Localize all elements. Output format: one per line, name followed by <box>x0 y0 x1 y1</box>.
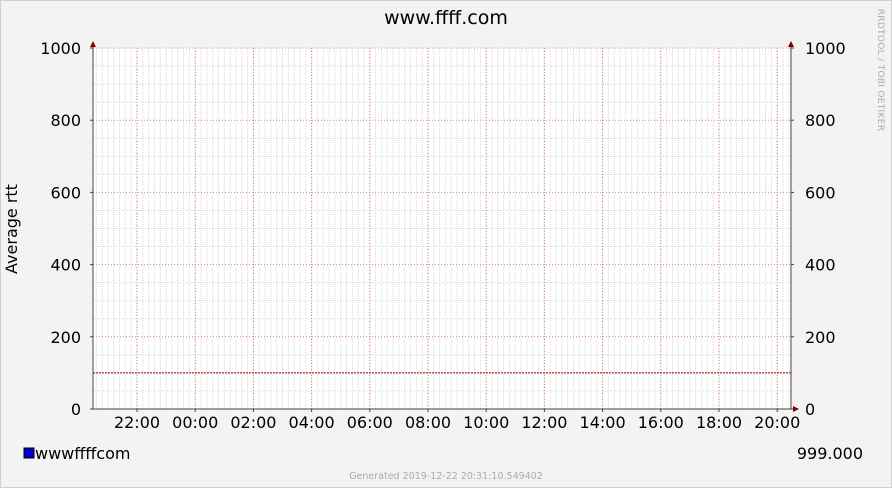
y-tick-label-right: 0 <box>805 400 815 419</box>
y-tick-label-right: 1000 <box>805 39 846 58</box>
y-tick-label-right: 200 <box>805 328 836 347</box>
x-tick-label: 22:00 <box>114 413 160 432</box>
x-tick-label: 04:00 <box>289 413 335 432</box>
y-axis-arrow-left <box>90 41 96 47</box>
legend-current-value: 999.000 <box>797 444 863 463</box>
y-tick-label: 400 <box>50 256 81 275</box>
y-tick-label: 200 <box>50 328 81 347</box>
legend-swatch <box>23 447 35 459</box>
generated-timestamp: Generated 2019-12-22 20:31:10.549402 <box>349 471 543 482</box>
y-axis-arrow-right <box>788 41 794 47</box>
legend-label: wwwffffcom <box>35 444 130 463</box>
y-tick-label-right: 400 <box>805 256 836 275</box>
y-axis-left-ticks: 0 200 400 600 800 1000 <box>40 39 93 419</box>
y-axis-right-ticks: 0 200 400 600 800 1000 <box>791 39 846 419</box>
x-tick-label: 10:00 <box>463 413 509 432</box>
rrdtool-watermark: RRDTOOL / TOBI OETIKER <box>875 9 885 132</box>
x-axis-arrow <box>793 406 799 412</box>
x-tick-label: 20:00 <box>754 413 800 432</box>
chart-title: www.ffff.com <box>384 7 508 29</box>
y-tick-label-right: 800 <box>805 111 836 130</box>
x-tick-label: 00:00 <box>172 413 218 432</box>
y-tick-label-right: 600 <box>805 183 836 202</box>
y-tick-label: 800 <box>50 111 81 130</box>
y-tick-label: 0 <box>71 400 81 419</box>
y-tick-label: 1000 <box>40 39 81 58</box>
legend: wwwffffcom 999.000 <box>23 444 863 463</box>
x-tick-label: 14:00 <box>580 413 626 432</box>
y-tick-label: 600 <box>50 183 81 202</box>
y-axis-label: Average rtt <box>2 184 21 274</box>
x-tick-label: 18:00 <box>696 413 742 432</box>
major-grid <box>93 47 791 409</box>
x-tick-label: 08:00 <box>405 413 451 432</box>
x-tick-label: 02:00 <box>230 413 276 432</box>
x-tick-label: 12:00 <box>521 413 567 432</box>
x-tick-label: 06:00 <box>347 413 393 432</box>
axes <box>90 41 799 412</box>
x-tick-label: 16:00 <box>638 413 684 432</box>
x-axis-ticks: 22:00 00:00 02:00 04:00 06:00 08:00 10:00 12:00… <box>114 409 800 432</box>
